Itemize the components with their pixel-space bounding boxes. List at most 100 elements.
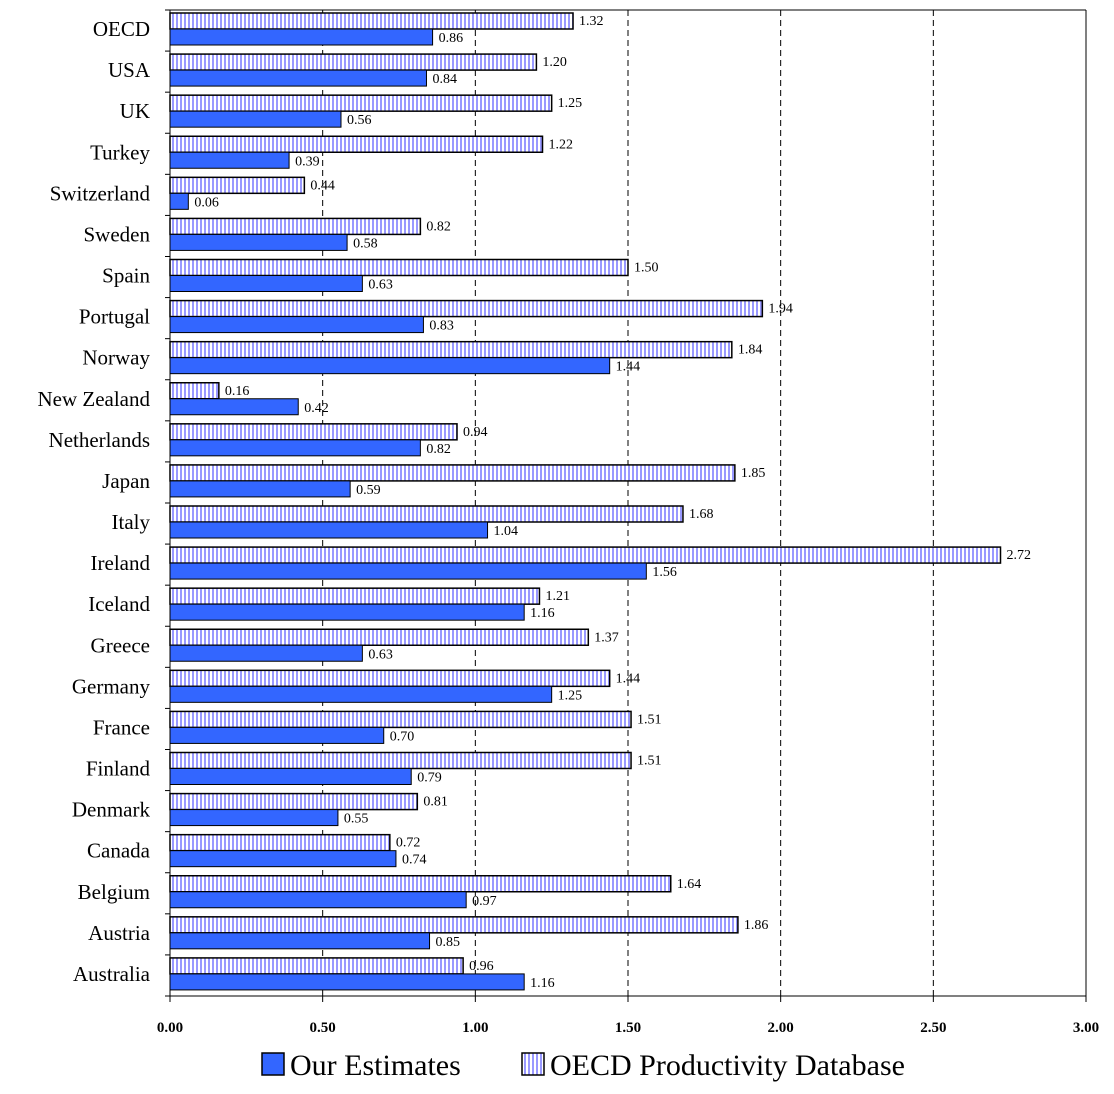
bar-our-estimates: [170, 933, 430, 949]
data-label-ours: 0.70: [390, 729, 415, 744]
bar-our-estimates: [170, 974, 524, 990]
data-label-ours: 0.42: [304, 401, 329, 416]
category-label: Turkey: [90, 140, 150, 164]
category-label: Sweden: [84, 222, 151, 246]
bar-oecd-productivity-database: [170, 54, 536, 70]
bar-oecd-productivity-database: [170, 218, 420, 234]
data-label-oecd: 1.64: [677, 877, 702, 892]
bar-oecd-productivity-database: [170, 547, 1001, 563]
bar-oecd-productivity-database: [170, 753, 631, 769]
category-label: USA: [108, 58, 151, 82]
bar-our-estimates: [170, 152, 289, 168]
category-label: Australia: [73, 962, 151, 986]
data-label-oecd: 1.68: [689, 507, 714, 522]
category-label: Iceland: [88, 592, 150, 616]
data-label-ours: 0.74: [402, 853, 427, 868]
bar-our-estimates: [170, 317, 423, 333]
bar-our-estimates: [170, 70, 426, 86]
data-label-oecd: 1.44: [616, 671, 641, 686]
bar-oecd-productivity-database: [170, 835, 390, 851]
data-label-oecd: 1.21: [545, 589, 570, 604]
data-label-oecd: 0.44: [310, 178, 335, 193]
category-label: Norway: [82, 346, 150, 370]
data-label-ours: 0.85: [436, 935, 461, 950]
data-label-ours: 0.84: [432, 72, 457, 87]
data-label-oecd: 0.96: [469, 959, 494, 974]
bar-our-estimates: [170, 29, 433, 45]
data-label-ours: 0.56: [347, 113, 372, 128]
category-label: Greece: [91, 633, 150, 657]
category-label: Spain: [102, 264, 150, 288]
bar-our-estimates: [170, 276, 362, 292]
category-label: Denmark: [72, 798, 151, 822]
data-label-ours: 0.79: [417, 771, 442, 786]
data-label-ours: 0.39: [295, 154, 320, 169]
data-label-oecd: 1.51: [637, 754, 662, 769]
data-label-ours: 1.44: [616, 360, 641, 375]
bar-oecd-productivity-database: [170, 711, 631, 727]
x-tick-label: 0.50: [310, 1020, 336, 1036]
bar-oecd-productivity-database: [170, 301, 762, 317]
bar-our-estimates: [170, 358, 610, 374]
bar-our-estimates: [170, 234, 347, 250]
bar-oecd-productivity-database: [170, 13, 573, 29]
data-label-oecd: 0.72: [396, 836, 421, 851]
category-label: Japan: [102, 469, 150, 493]
data-label-oecd: 0.81: [423, 795, 448, 810]
data-label-oecd: 1.50: [634, 261, 659, 276]
category-label: Netherlands: [49, 428, 150, 452]
data-label-ours: 1.16: [530, 976, 555, 991]
category-label: UK: [120, 99, 150, 123]
data-label-ours: 0.58: [353, 236, 378, 251]
bar-our-estimates: [170, 399, 298, 415]
data-label-oecd: 1.84: [738, 343, 763, 358]
category-label: Canada: [87, 839, 151, 863]
legend: Our Estimates OECD Productivity Database: [262, 1049, 905, 1082]
data-label-oecd: 1.85: [741, 466, 766, 481]
bar-oecd-productivity-database: [170, 794, 417, 810]
data-label-ours: 0.06: [194, 195, 219, 210]
bar-our-estimates: [170, 563, 646, 579]
bar-oecd-productivity-database: [170, 424, 457, 440]
bar-oecd-productivity-database: [170, 917, 738, 933]
data-label-ours: 0.82: [426, 442, 451, 457]
category-label: Austria: [88, 921, 151, 945]
bar-oecd-productivity-database: [170, 629, 588, 645]
data-label-oecd: 0.16: [225, 384, 250, 399]
data-label-oecd: 1.20: [542, 55, 567, 70]
data-label-ours: 1.04: [494, 524, 518, 539]
bar-our-estimates: [170, 686, 552, 702]
bar-our-estimates: [170, 522, 488, 538]
data-label-ours: 1.56: [652, 565, 677, 580]
x-tick-label: 1.00: [462, 1020, 488, 1036]
data-label-ours: 1.25: [558, 688, 583, 703]
bar-oecd-productivity-database: [170, 177, 304, 193]
x-tick-label: 3.00: [1073, 1020, 1099, 1036]
bar-oecd-productivity-database: [170, 506, 683, 522]
category-label: Italy: [112, 510, 151, 534]
data-label-ours: 1.16: [530, 606, 555, 621]
data-label-ours: 0.63: [368, 278, 393, 293]
data-label-oecd: 1.37: [594, 630, 619, 645]
bar-oecd-productivity-database: [170, 465, 735, 481]
data-label-ours: 0.63: [368, 647, 393, 662]
data-label-oecd: 1.22: [549, 137, 574, 152]
category-label: Germany: [72, 674, 151, 698]
data-label-oecd: 1.94: [768, 302, 793, 317]
data-label-ours: 0.97: [472, 894, 497, 909]
bar-our-estimates: [170, 440, 420, 456]
bar-oecd-productivity-database: [170, 958, 463, 974]
legend-swatch-our-estimates: [262, 1053, 284, 1075]
data-label-ours: 0.86: [439, 31, 464, 46]
data-label-oecd: 1.32: [579, 14, 604, 29]
data-label-ours: 0.59: [356, 483, 381, 498]
data-label-oecd: 1.51: [637, 712, 662, 727]
category-label: OECD: [93, 17, 150, 41]
bar-oecd-productivity-database: [170, 342, 732, 358]
data-label-oecd: 2.72: [1007, 548, 1031, 563]
data-label-oecd: 0.82: [426, 219, 451, 234]
bar-oecd-productivity-database: [170, 876, 671, 892]
data-label-oecd: 1.86: [744, 918, 769, 933]
